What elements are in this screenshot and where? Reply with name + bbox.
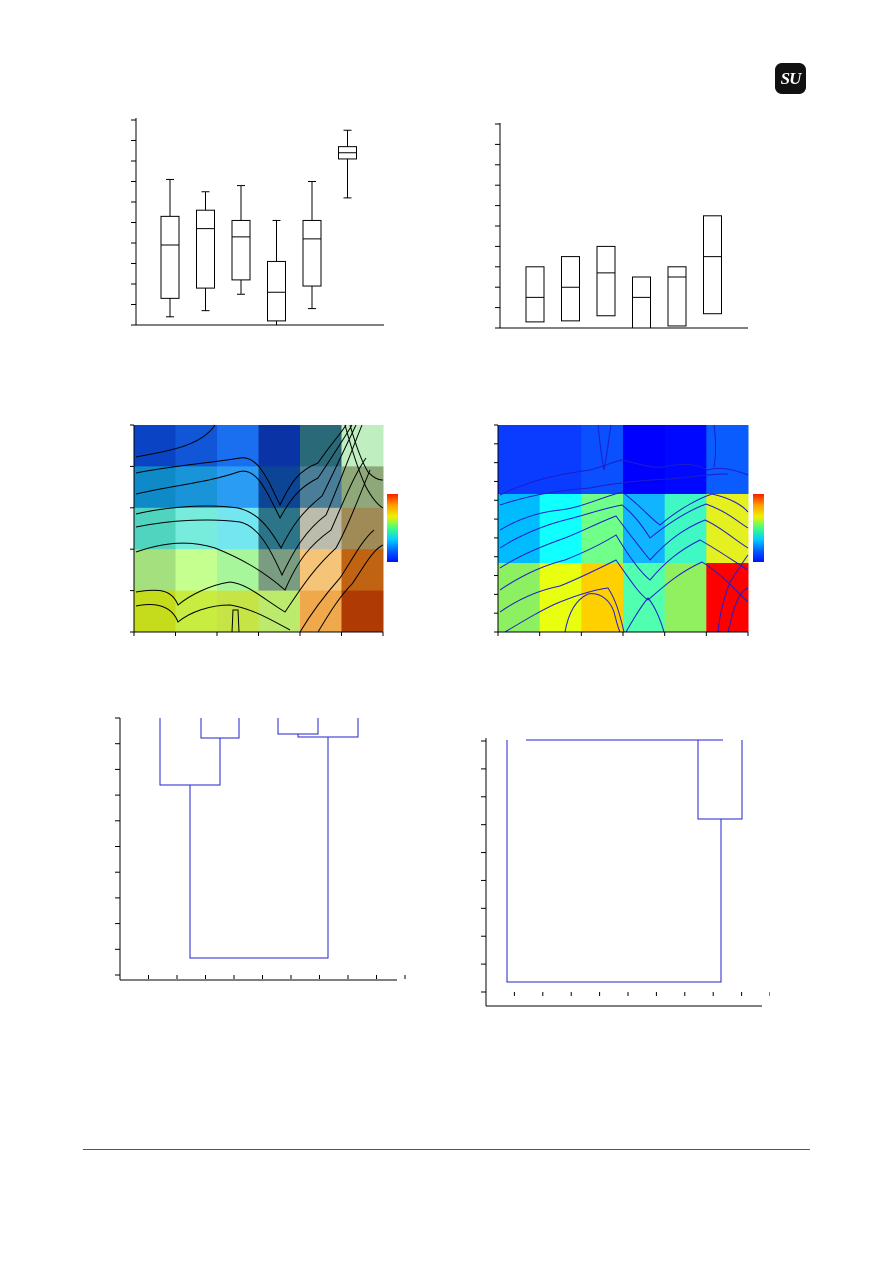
dendrogram-right	[481, 738, 770, 1007]
heatmap-right-colorbar	[753, 494, 764, 562]
heatmap-cell	[498, 563, 541, 633]
su-logo: SU	[775, 63, 806, 94]
boxplot-left-boxes	[160, 129, 357, 326]
heatmap-left-cells	[134, 425, 384, 633]
heatmap-cell	[134, 425, 176, 467]
heatmap-cell	[706, 563, 749, 633]
heatmap-cell	[539, 425, 582, 495]
box-6	[338, 129, 357, 199]
box-body	[160, 215, 180, 299]
heatmap-right	[494, 424, 764, 636]
boxplot-right-boxes	[525, 215, 722, 329]
heatmap-cell	[217, 549, 259, 592]
boxplot-left-yticks	[131, 119, 136, 326]
box-body	[561, 256, 580, 322]
heatmap-cell	[623, 563, 666, 633]
heatmap-cell	[258, 590, 301, 633]
heatmap-cell	[134, 507, 176, 550]
heatmap-cell	[258, 466, 301, 509]
heatmap-cell	[175, 507, 218, 550]
heatmap-left-contours	[135, 424, 384, 633]
footer-rule	[83, 1149, 810, 1150]
box-4	[267, 219, 286, 326]
heatmap-cell	[706, 494, 749, 564]
box-6	[703, 215, 722, 315]
dendrogram-right-links	[506, 739, 743, 983]
heatmap-cell	[539, 494, 582, 564]
box-body	[667, 266, 687, 327]
box-body	[302, 219, 322, 287]
heatmap-cell	[341, 549, 384, 592]
heatmap-cell	[258, 425, 301, 467]
heatmap-cell	[300, 549, 342, 592]
heatmap-cell	[217, 507, 259, 550]
heatmap-cell	[664, 563, 707, 633]
boxplot-right-yticks	[495, 123, 500, 329]
heatmap-cell	[300, 507, 342, 550]
box-body	[267, 260, 286, 322]
box-body	[196, 209, 215, 289]
heatmap-right-ticks	[494, 424, 749, 636]
box-body	[632, 276, 651, 329]
heatmap-cell	[664, 494, 707, 564]
box-5	[302, 181, 322, 310]
box-5	[667, 266, 687, 327]
colorbar	[387, 494, 398, 562]
heatmap-left-colorbar	[387, 494, 398, 562]
box-2	[561, 256, 580, 322]
box-4	[632, 276, 651, 329]
heatmap-cell	[706, 425, 749, 495]
box-body	[231, 219, 251, 281]
heatmap-cell	[134, 590, 176, 633]
heatmap-right-cells	[498, 425, 749, 633]
heatmap-cell	[217, 466, 259, 509]
box-body	[525, 266, 545, 323]
heatmap-cell	[498, 425, 541, 495]
box-1	[160, 178, 180, 318]
heatmap-left-ticks	[130, 424, 384, 636]
heatmap-right-contours	[499, 424, 749, 633]
box-3	[231, 185, 251, 295]
heatmap-cell	[175, 425, 218, 467]
colorbar	[753, 494, 764, 562]
heatmap-cell	[498, 494, 541, 564]
heatmap-cell	[341, 590, 384, 633]
dendrogram-left-links	[159, 718, 359, 959]
heatmap-cell	[623, 425, 666, 495]
heatmap-cell	[175, 549, 218, 592]
dendrogram-left-ticks	[115, 717, 406, 979]
box-2	[196, 191, 215, 312]
heatmap-cell	[539, 563, 582, 633]
dendrogram-right-ticks	[481, 740, 770, 996]
heatmap-cell	[134, 549, 176, 592]
box-3	[596, 245, 616, 317]
heatmap-cell	[258, 507, 301, 550]
boxplot-left	[131, 118, 384, 326]
heatmap-left	[130, 424, 398, 636]
dendrogram-left	[115, 717, 406, 981]
heatmap-cell	[175, 466, 218, 509]
heatmap-cell	[300, 425, 342, 467]
box-body	[596, 245, 616, 317]
box-body	[703, 215, 722, 315]
heatmap-cell	[300, 590, 342, 633]
boxplot-right	[495, 123, 748, 329]
heatmap-cell	[664, 425, 707, 495]
heatmap-cell	[581, 494, 624, 564]
box-1	[525, 266, 545, 323]
